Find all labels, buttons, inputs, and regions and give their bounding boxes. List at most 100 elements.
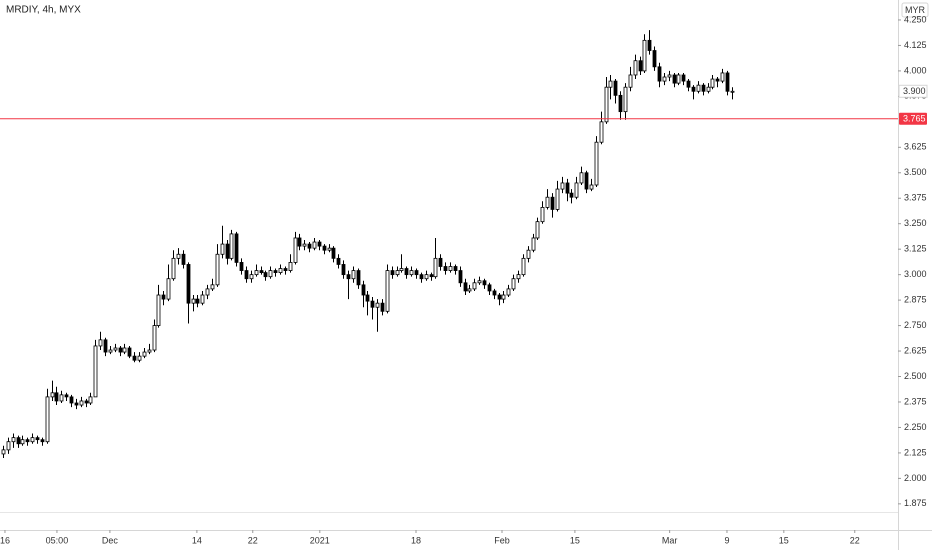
candle-body <box>25 439 30 443</box>
x-tick-label: 9 <box>724 535 729 545</box>
candle-body <box>676 74 681 84</box>
y-tick-label: 1.875 <box>904 498 927 508</box>
candle-body <box>122 347 127 353</box>
candle-body <box>574 182 579 198</box>
y-tick-label: 2.375 <box>904 396 927 406</box>
last-price-label: 3.900 <box>903 86 926 96</box>
candle-body <box>608 80 613 88</box>
y-tick-label: 2.000 <box>904 473 927 483</box>
candle-body <box>229 233 234 259</box>
candle-body <box>254 270 259 276</box>
candle-body <box>399 268 404 271</box>
candle-body <box>404 268 409 276</box>
candle-body <box>492 290 497 296</box>
candle-body <box>521 257 526 276</box>
candle-body <box>414 270 419 276</box>
candle-body <box>69 396 74 404</box>
candle-body <box>307 243 312 249</box>
candle-body <box>205 288 210 296</box>
candle-body <box>161 294 166 300</box>
candle-body <box>64 394 69 398</box>
candle-body <box>604 86 609 123</box>
candle-body <box>550 196 555 210</box>
candle-body <box>88 396 93 404</box>
x-tick-label: 18 <box>411 535 421 545</box>
candle-body <box>672 74 677 84</box>
candle-body <box>317 241 322 247</box>
candle-body <box>662 76 667 82</box>
candle-body <box>103 339 108 353</box>
candle-body <box>20 439 25 445</box>
candle-body <box>365 294 370 302</box>
candle-body <box>638 60 643 72</box>
candle-body <box>176 253 181 259</box>
candle-body <box>409 270 414 276</box>
candle-body <box>312 241 317 249</box>
y-tick-label: 3.125 <box>904 244 927 254</box>
candle-body <box>584 172 589 190</box>
candle-body <box>487 284 492 292</box>
candle-body <box>686 80 691 88</box>
candle-body <box>375 302 380 308</box>
candle-body <box>472 282 477 290</box>
candle-body <box>118 347 123 353</box>
candle-body <box>54 392 59 402</box>
y-tick-label: 2.625 <box>904 345 927 355</box>
x-tick-label: 16 <box>0 535 10 545</box>
candle-body <box>667 74 672 78</box>
x-tick-label: Mar <box>662 535 678 545</box>
candle-body <box>293 237 298 263</box>
candle-body <box>730 90 735 93</box>
hline-label-box <box>899 112 927 125</box>
candle-body <box>142 351 147 357</box>
candle-body <box>652 50 657 68</box>
candle-body <box>239 262 244 271</box>
candle-body <box>535 221 540 239</box>
candle-body <box>497 294 502 300</box>
candle-body <box>268 270 273 278</box>
candle-body <box>195 298 200 304</box>
candle-body <box>327 247 332 251</box>
candle-body <box>458 270 463 284</box>
candle-body <box>113 347 118 351</box>
candle-body <box>433 257 438 278</box>
candle-body <box>540 207 545 223</box>
x-tick-label: 15 <box>779 535 789 545</box>
candle-body <box>501 294 506 300</box>
candle-body <box>50 392 55 398</box>
candle-body <box>511 278 516 290</box>
y-tick-label: 4.250 <box>904 14 927 24</box>
chart-title: MRDIY, 4h, MYX <box>6 5 81 16</box>
candle-body <box>579 172 584 184</box>
candle-body <box>691 86 696 92</box>
candle-body <box>506 288 511 296</box>
candle-body <box>589 184 594 190</box>
candle-body <box>560 182 565 190</box>
candle-body <box>297 237 302 247</box>
candle-body <box>283 268 288 271</box>
candle-body <box>370 300 375 308</box>
candle-body <box>395 270 400 276</box>
x-tick-label: Dec <box>102 535 119 545</box>
candle-body <box>6 441 11 451</box>
candle-body <box>147 349 152 353</box>
candle-body <box>30 437 35 443</box>
candle-body <box>594 141 599 186</box>
candle-body <box>642 39 647 72</box>
candle-body <box>453 266 458 271</box>
candle-body <box>200 294 205 304</box>
candle-body <box>545 196 550 208</box>
candle-body <box>137 355 142 361</box>
candle-body <box>11 437 16 443</box>
candle-body <box>628 74 633 88</box>
candle-body <box>322 245 327 251</box>
candle-body <box>171 257 176 280</box>
candle-body <box>599 121 604 143</box>
y-tick-label: 3.375 <box>904 193 927 203</box>
candle-body <box>356 270 361 286</box>
candle-body <box>477 280 482 284</box>
candle-body <box>45 396 50 443</box>
candle-body <box>555 188 560 210</box>
candle-body <box>715 78 720 82</box>
